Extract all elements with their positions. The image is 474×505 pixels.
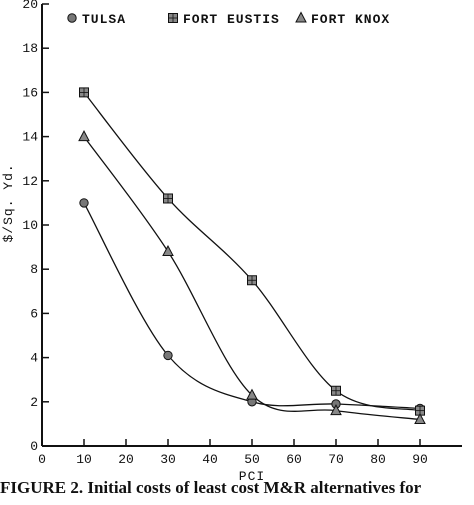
data-point: [79, 87, 89, 98]
series-line: [83, 136, 421, 421]
y-tick-label: 14: [22, 130, 38, 145]
data-point: [163, 350, 173, 361]
legend-label: TULSA: [82, 12, 126, 27]
series-tulsa: [79, 198, 425, 414]
y-axis-title: $/Sq. Yd.: [1, 163, 16, 242]
y-tick-label: 2: [30, 395, 38, 410]
data-point: [162, 244, 174, 257]
legend: TULSA FORT EUSTIS FORT KNOX: [67, 11, 390, 27]
legend-label: FORT KNOX: [311, 12, 390, 27]
y-tick-label: 18: [22, 41, 38, 56]
legend-item: FORT EUSTIS: [168, 12, 280, 27]
y-tick-label: 10: [22, 218, 38, 233]
legend-item: TULSA: [67, 12, 126, 27]
series-layer: [78, 87, 426, 424]
data-point: [163, 193, 173, 204]
x-tick-label: 70: [328, 452, 344, 467]
y-tick-label: 6: [30, 306, 38, 321]
y-tick-label: 20: [22, 0, 38, 12]
x-tick-label: 10: [76, 452, 92, 467]
axes: 0 2 4 6 8 10 12 14 16 18 20 0 10 20 30 40 50 60 70 80 90: [22, 0, 462, 467]
x-tick-label: 0: [38, 452, 46, 467]
data-point: [246, 388, 258, 400]
legend-item: FORT KNOX: [295, 11, 390, 27]
x-axis-title: PCI: [239, 469, 265, 484]
data-point: [414, 412, 426, 424]
y-tick-label: 4: [30, 351, 38, 366]
data-point: [78, 130, 90, 142]
series-fort-eustis: [79, 87, 425, 416]
y-tick-label: 12: [22, 174, 38, 189]
legend-marker: [295, 11, 307, 23]
x-tick-label: 90: [412, 452, 428, 467]
x-tick-label: 20: [118, 452, 134, 467]
legend-marker: [67, 13, 77, 23]
legend-marker: [168, 13, 178, 23]
series-fort-knox: [78, 130, 426, 424]
data-point: [247, 275, 257, 286]
legend-label: FORT EUSTIS: [183, 12, 280, 27]
data-point: [79, 198, 89, 208]
x-tick-label: 60: [286, 452, 302, 467]
x-tick-label: 80: [370, 452, 386, 467]
data-point: [330, 404, 342, 416]
series-line: [83, 202, 421, 410]
y-tick-label: 0: [30, 439, 38, 454]
figure-caption: FIGURE 2. Initial costs of least cost M&…: [0, 478, 422, 497]
series-line: [83, 91, 421, 412]
data-point: [331, 385, 341, 396]
x-tick-label: 40: [202, 452, 218, 467]
x-tick-label: 30: [160, 452, 176, 467]
y-tick-label: 8: [30, 262, 38, 277]
x-tick-label: 50: [244, 452, 260, 467]
y-tick-label: 16: [22, 85, 38, 100]
